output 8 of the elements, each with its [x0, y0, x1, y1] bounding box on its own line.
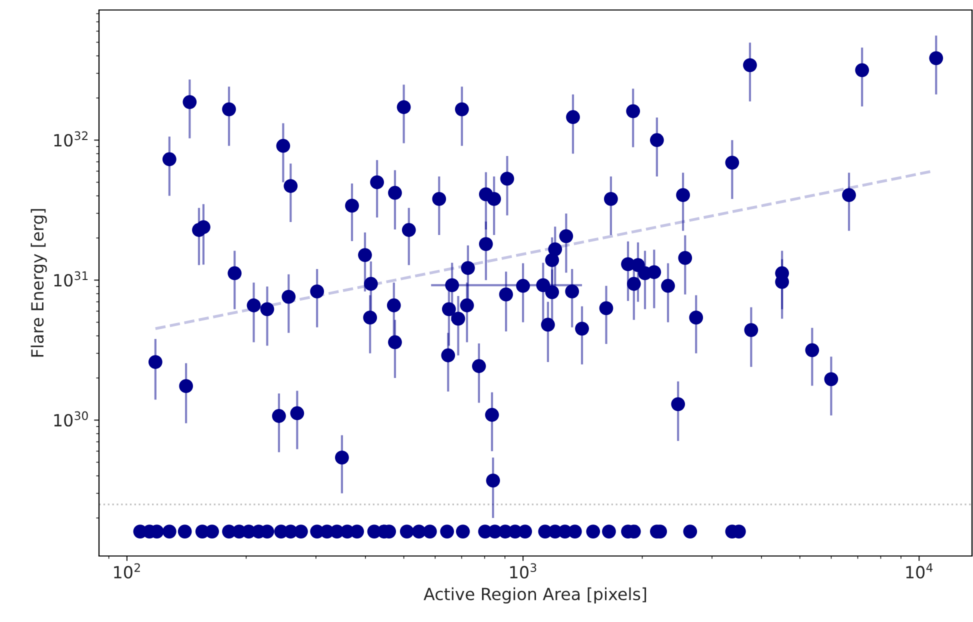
x-tick-label: 10$^{3}$ [510, 563, 536, 578]
y-axis-title: Flare Energy [erg] [30, 209, 47, 357]
x-tick-label: 10$^{2}$ [114, 563, 140, 578]
y-tick-label: 10$^{30}$ [54, 411, 88, 427]
x-axis-title: Active Region Area [pixels] [424, 587, 646, 604]
x-tick-label: 10$^{4}$ [906, 563, 933, 579]
y-tick-label: 10$^{31}$ [54, 271, 88, 287]
y-tick-label: 10$^{32}$ [54, 131, 88, 147]
